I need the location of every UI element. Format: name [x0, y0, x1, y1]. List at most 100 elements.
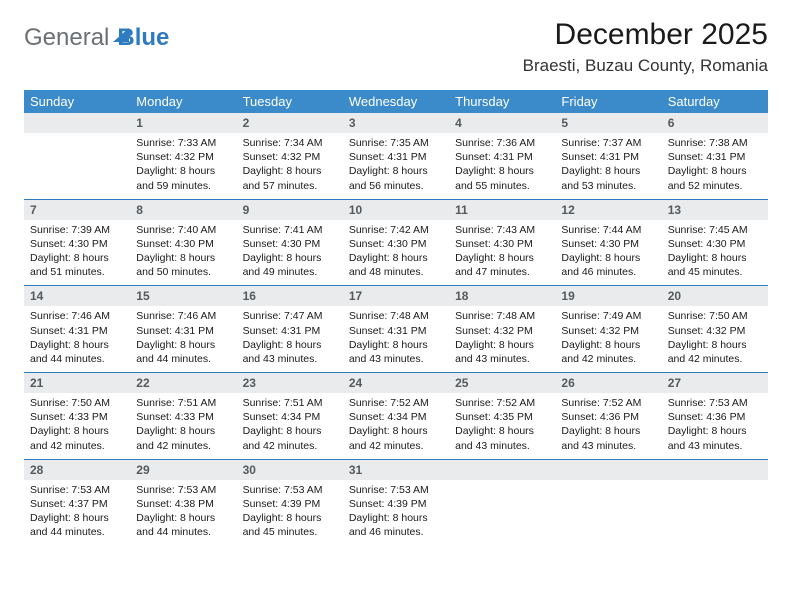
calendar-day-cell: 13Sunrise: 7:45 AMSunset: 4:30 PMDayligh…	[662, 199, 768, 286]
calendar-day-cell: 31Sunrise: 7:53 AMSunset: 4:39 PMDayligh…	[343, 459, 449, 545]
day-details: Sunrise: 7:52 AMSunset: 4:34 PMDaylight:…	[343, 393, 449, 459]
day-details: Sunrise: 7:34 AMSunset: 4:32 PMDaylight:…	[237, 133, 343, 199]
sunset-text: Sunset: 4:31 PM	[668, 150, 762, 164]
sunrise-text: Sunrise: 7:35 AM	[349, 136, 443, 150]
day-number: 9	[237, 200, 343, 220]
calendar-day-cell: 12Sunrise: 7:44 AMSunset: 4:30 PMDayligh…	[555, 199, 661, 286]
sunrise-text: Sunrise: 7:48 AM	[455, 309, 549, 323]
calendar-day-cell: 8Sunrise: 7:40 AMSunset: 4:30 PMDaylight…	[130, 199, 236, 286]
daylight-text: Daylight: 8 hours and 50 minutes.	[136, 251, 230, 279]
calendar-day-cell: 15Sunrise: 7:46 AMSunset: 4:31 PMDayligh…	[130, 286, 236, 373]
day-details: Sunrise: 7:50 AMSunset: 4:33 PMDaylight:…	[24, 393, 130, 459]
sunset-text: Sunset: 4:32 PM	[668, 324, 762, 338]
sunrise-text: Sunrise: 7:53 AM	[349, 483, 443, 497]
sunset-text: Sunset: 4:32 PM	[561, 324, 655, 338]
daylight-text: Daylight: 8 hours and 46 minutes.	[349, 511, 443, 539]
day-details: Sunrise: 7:37 AMSunset: 4:31 PMDaylight:…	[555, 133, 661, 199]
sunset-text: Sunset: 4:30 PM	[243, 237, 337, 251]
day-details: Sunrise: 7:43 AMSunset: 4:30 PMDaylight:…	[449, 220, 555, 286]
daylight-text: Daylight: 8 hours and 42 minutes.	[136, 424, 230, 452]
day-number: 10	[343, 200, 449, 220]
sunset-text: Sunset: 4:30 PM	[349, 237, 443, 251]
daylight-text: Daylight: 8 hours and 42 minutes.	[30, 424, 124, 452]
day-number: 15	[130, 286, 236, 306]
day-number: 6	[662, 113, 768, 133]
sunset-text: Sunset: 4:31 PM	[30, 324, 124, 338]
calendar-day-cell	[662, 459, 768, 545]
daylight-text: Daylight: 8 hours and 45 minutes.	[243, 511, 337, 539]
sunrise-text: Sunrise: 7:40 AM	[136, 223, 230, 237]
sunset-text: Sunset: 4:32 PM	[136, 150, 230, 164]
sunset-text: Sunset: 4:34 PM	[243, 410, 337, 424]
calendar-day-cell: 24Sunrise: 7:52 AMSunset: 4:34 PMDayligh…	[343, 373, 449, 460]
day-number: 25	[449, 373, 555, 393]
daylight-text: Daylight: 8 hours and 44 minutes.	[30, 511, 124, 539]
sunrise-text: Sunrise: 7:53 AM	[668, 396, 762, 410]
calendar-day-cell: 16Sunrise: 7:47 AMSunset: 4:31 PMDayligh…	[237, 286, 343, 373]
day-details: Sunrise: 7:42 AMSunset: 4:30 PMDaylight:…	[343, 220, 449, 286]
calendar-day-cell: 25Sunrise: 7:52 AMSunset: 4:35 PMDayligh…	[449, 373, 555, 460]
day-details: Sunrise: 7:50 AMSunset: 4:32 PMDaylight:…	[662, 306, 768, 372]
calendar-day-cell: 20Sunrise: 7:50 AMSunset: 4:32 PMDayligh…	[662, 286, 768, 373]
day-details: Sunrise: 7:46 AMSunset: 4:31 PMDaylight:…	[130, 306, 236, 372]
day-details: Sunrise: 7:51 AMSunset: 4:34 PMDaylight:…	[237, 393, 343, 459]
sunrise-text: Sunrise: 7:50 AM	[30, 396, 124, 410]
daylight-text: Daylight: 8 hours and 47 minutes.	[455, 251, 549, 279]
daylight-text: Daylight: 8 hours and 43 minutes.	[455, 424, 549, 452]
sunrise-text: Sunrise: 7:39 AM	[30, 223, 124, 237]
daylight-text: Daylight: 8 hours and 43 minutes.	[243, 338, 337, 366]
calendar-day-cell	[449, 459, 555, 545]
sunset-text: Sunset: 4:37 PM	[30, 497, 124, 511]
sunset-text: Sunset: 4:39 PM	[243, 497, 337, 511]
sunrise-text: Sunrise: 7:44 AM	[561, 223, 655, 237]
daylight-text: Daylight: 8 hours and 44 minutes.	[30, 338, 124, 366]
day-details: Sunrise: 7:53 AMSunset: 4:38 PMDaylight:…	[130, 480, 236, 546]
sunset-text: Sunset: 4:31 PM	[349, 150, 443, 164]
weekday-header: Wednesday	[343, 90, 449, 113]
logo: General Blue	[24, 18, 169, 52]
weekday-header-row: Sunday Monday Tuesday Wednesday Thursday…	[24, 90, 768, 113]
day-number: 5	[555, 113, 661, 133]
day-details: Sunrise: 7:40 AMSunset: 4:30 PMDaylight:…	[130, 220, 236, 286]
daylight-text: Daylight: 8 hours and 48 minutes.	[349, 251, 443, 279]
daylight-text: Daylight: 8 hours and 51 minutes.	[30, 251, 124, 279]
page-title: December 2025	[523, 18, 768, 52]
daylight-text: Daylight: 8 hours and 42 minutes.	[561, 338, 655, 366]
sunrise-text: Sunrise: 7:38 AM	[668, 136, 762, 150]
day-details: Sunrise: 7:45 AMSunset: 4:30 PMDaylight:…	[662, 220, 768, 286]
daylight-text: Daylight: 8 hours and 53 minutes.	[561, 164, 655, 192]
calendar-day-cell: 23Sunrise: 7:51 AMSunset: 4:34 PMDayligh…	[237, 373, 343, 460]
sunrise-text: Sunrise: 7:34 AM	[243, 136, 337, 150]
sunrise-text: Sunrise: 7:45 AM	[668, 223, 762, 237]
weekday-header: Monday	[130, 90, 236, 113]
day-details: Sunrise: 7:49 AMSunset: 4:32 PMDaylight:…	[555, 306, 661, 372]
weekday-header: Saturday	[662, 90, 768, 113]
day-number: 31	[343, 460, 449, 480]
sunrise-text: Sunrise: 7:36 AM	[455, 136, 549, 150]
daylight-text: Daylight: 8 hours and 43 minutes.	[561, 424, 655, 452]
day-details: Sunrise: 7:46 AMSunset: 4:31 PMDaylight:…	[24, 306, 130, 372]
calendar-week-row: 28Sunrise: 7:53 AMSunset: 4:37 PMDayligh…	[24, 459, 768, 545]
sunset-text: Sunset: 4:30 PM	[561, 237, 655, 251]
logo-general-text: General	[24, 24, 109, 52]
calendar-day-cell: 6Sunrise: 7:38 AMSunset: 4:31 PMDaylight…	[662, 113, 768, 199]
calendar-day-cell: 28Sunrise: 7:53 AMSunset: 4:37 PMDayligh…	[24, 459, 130, 545]
sunset-text: Sunset: 4:31 PM	[561, 150, 655, 164]
weekday-header: Tuesday	[237, 90, 343, 113]
sunset-text: Sunset: 4:30 PM	[455, 237, 549, 251]
sunset-text: Sunset: 4:33 PM	[30, 410, 124, 424]
calendar-day-cell: 21Sunrise: 7:50 AMSunset: 4:33 PMDayligh…	[24, 373, 130, 460]
calendar-day-cell: 5Sunrise: 7:37 AMSunset: 4:31 PMDaylight…	[555, 113, 661, 199]
sunrise-text: Sunrise: 7:52 AM	[561, 396, 655, 410]
sunrise-text: Sunrise: 7:53 AM	[243, 483, 337, 497]
weekday-header: Sunday	[24, 90, 130, 113]
day-number: 3	[343, 113, 449, 133]
day-details: Sunrise: 7:48 AMSunset: 4:32 PMDaylight:…	[449, 306, 555, 372]
day-number: 19	[555, 286, 661, 306]
weekday-header: Thursday	[449, 90, 555, 113]
day-details: Sunrise: 7:53 AMSunset: 4:39 PMDaylight:…	[237, 480, 343, 546]
day-details: Sunrise: 7:41 AMSunset: 4:30 PMDaylight:…	[237, 220, 343, 286]
sunrise-text: Sunrise: 7:43 AM	[455, 223, 549, 237]
calendar-day-cell: 10Sunrise: 7:42 AMSunset: 4:30 PMDayligh…	[343, 199, 449, 286]
day-details: Sunrise: 7:47 AMSunset: 4:31 PMDaylight:…	[237, 306, 343, 372]
